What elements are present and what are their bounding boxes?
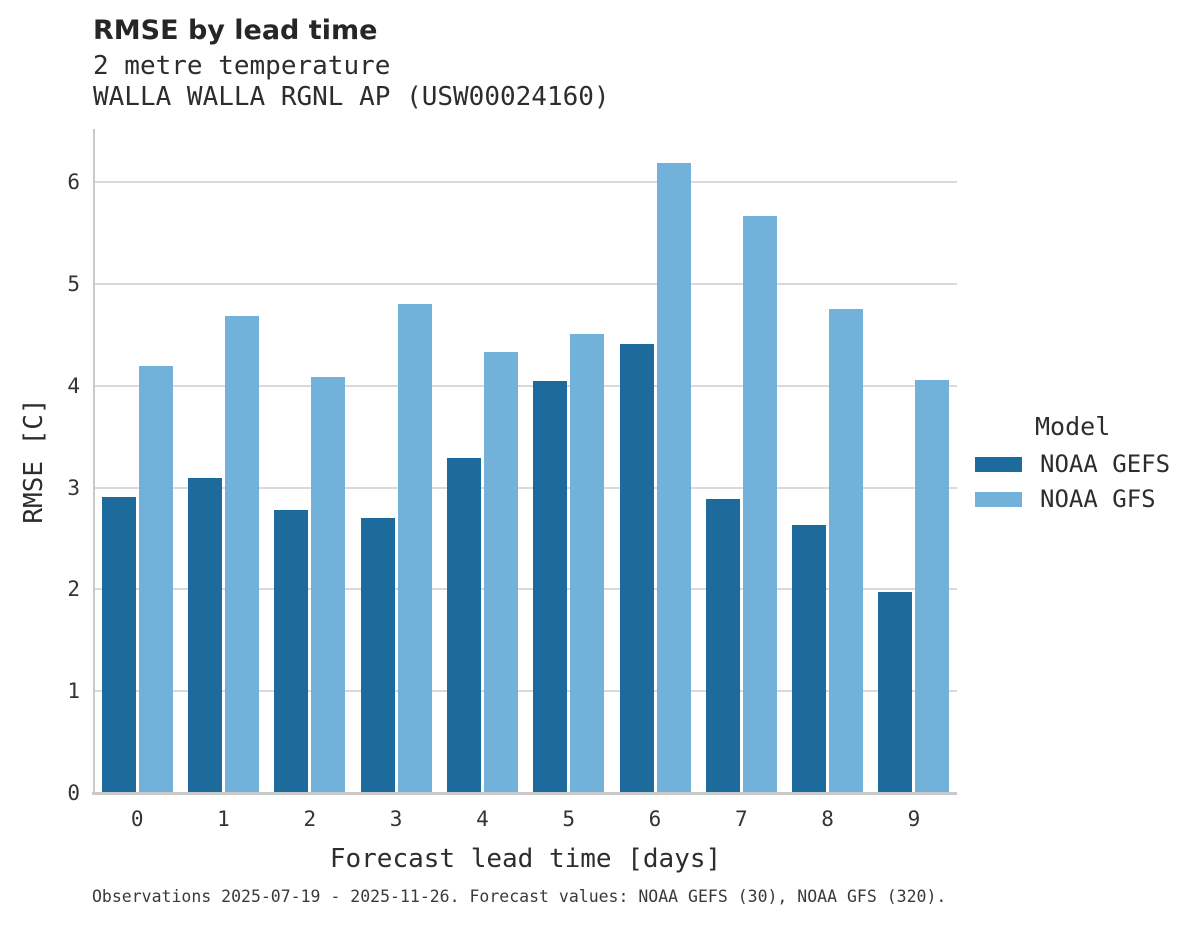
bar-noaa-gfs-lead-2 [311,376,346,793]
bar-noaa-gfs-lead-1 [225,315,259,793]
y-tick-label: 0 [67,781,80,805]
bar-noaa-gfs-lead-8 [829,309,864,793]
bar-noaa-gefs-lead-1 [188,478,222,793]
bar-noaa-gfs-lead-6 [656,162,691,793]
bar-noaa-gefs-lead-3 [360,518,395,793]
bar-noaa-gefs-lead-9 [878,592,913,793]
y-axis-title: RMSE [C] [19,398,49,524]
gridline [94,384,957,387]
gridline [94,588,957,591]
bar-noaa-gefs-lead-2 [274,509,309,793]
y-tick-label: 1 [67,679,80,704]
legend: Model NOAA GEFS NOAA GFS [975,412,1171,513]
legend-entries: NOAA GEFS NOAA GFS [975,450,1171,513]
gridline [94,690,957,693]
x-axis-title: Forecast lead time [days] [329,844,722,874]
subtitle-variable: 2 metre temperature [93,51,391,81]
bar-noaa-gfs-lead-9 [915,379,950,793]
bar-noaa-gfs-lead-5 [570,333,605,793]
legend-title: Model [1035,412,1111,441]
bar-noaa-gfs-lead-7 [742,215,777,793]
x-tick-label: 6 [648,807,662,831]
legend-swatch-icon [975,456,1022,472]
x-axis-line [92,792,957,795]
x-tick-label: 4 [476,807,489,831]
y-axis-line [93,129,95,795]
bar-noaa-gefs-lead-0 [101,496,136,793]
x-tick-label: 1 [217,807,230,831]
bar-noaa-gfs-lead-3 [397,304,432,793]
bar-noaa-gefs-lead-7 [705,498,740,793]
bar-noaa-gefs-lead-8 [792,525,827,793]
x-tick-label: 9 [907,807,921,831]
legend-entry: NOAA GFS [975,485,1170,513]
chart-subtitle: 2 metre temperature WALLA WALLA RGNL AP … [93,51,610,113]
gridline [94,486,957,489]
y-tick-label: 6 [67,170,80,195]
gridline [94,181,957,184]
bar-noaa-gefs-lead-6 [619,344,654,793]
x-tick-label: 0 [130,807,144,831]
gridline [94,283,957,285]
bar-noaa-gfs-lead-4 [483,352,518,793]
x-tick-label: 3 [389,807,403,831]
y-tick-label: 4 [67,373,80,398]
legend-entry-label: NOAA GFS [1040,485,1156,513]
caption: Observations 2025-07-19 - 2025-11-26. Fo… [92,887,947,906]
subtitle-station: WALLA WALLA RGNL AP (USW00024160) [93,82,610,112]
legend-entry-label: NOAA GEFS [1040,450,1171,478]
chart-title: RMSE by lead time [93,15,378,46]
bar-noaa-gefs-lead-4 [446,458,481,793]
x-tick-label: 5 [562,807,576,831]
x-tick-label: 2 [303,807,317,831]
x-tick-label: 8 [821,807,834,831]
y-tick-label: 2 [67,577,80,602]
legend-entry: NOAA GEFS [975,450,1171,478]
x-tick-label: 7 [734,807,748,831]
bar-noaa-gfs-lead-0 [138,366,173,793]
y-tick-label: 5 [67,272,80,296]
bar-noaa-gefs-lead-5 [533,380,568,793]
legend-swatch-icon [975,491,1022,507]
y-tick-label: 3 [67,475,80,500]
